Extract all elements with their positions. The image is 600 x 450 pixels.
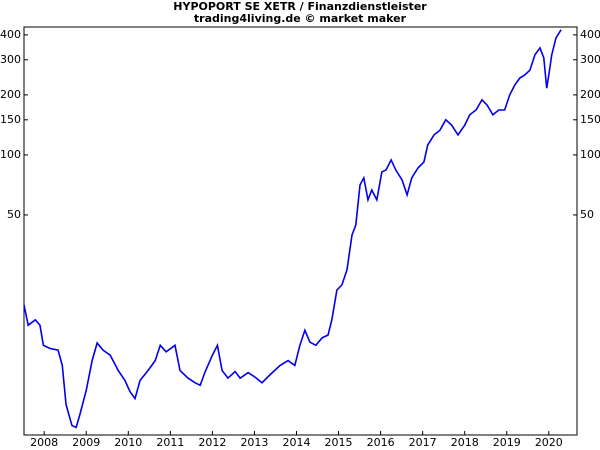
y-tick-label: 200 bbox=[0, 88, 21, 101]
x-tick-label: 2013 bbox=[240, 436, 268, 449]
y2-tick-label: 150 bbox=[580, 113, 600, 126]
plot-frame bbox=[23, 26, 578, 436]
x-tick-label: 2009 bbox=[72, 436, 100, 449]
x-tick-label: 2017 bbox=[409, 436, 437, 449]
price-line bbox=[23, 29, 562, 429]
x-tick-label: 2016 bbox=[367, 436, 395, 449]
x-tick-label: 2014 bbox=[283, 436, 311, 449]
x-tick-label: 2019 bbox=[493, 436, 521, 449]
x-tick-label: 2020 bbox=[535, 436, 563, 449]
y-tick-label: 400 bbox=[0, 28, 21, 41]
y-tick-label: 150 bbox=[0, 113, 21, 126]
x-tick-label: 2011 bbox=[156, 436, 184, 449]
y2-tick-label: 100 bbox=[580, 148, 600, 161]
x-tick-label: 2010 bbox=[114, 436, 142, 449]
x-tick-label: 2012 bbox=[198, 436, 226, 449]
y2-tick-label: 300 bbox=[580, 53, 600, 66]
x-tick-label: 2008 bbox=[30, 436, 58, 449]
y-tick-label: 50 bbox=[7, 208, 21, 221]
chart-subtitle: trading4living.de © market maker bbox=[194, 12, 407, 25]
y2-tick-label: 200 bbox=[580, 88, 600, 101]
y2-tick-label: 50 bbox=[580, 208, 594, 221]
x-tick-label: 2015 bbox=[325, 436, 353, 449]
y-tick-label: 300 bbox=[0, 53, 21, 66]
chart-title: HYPOPORT SE XETR / Finanzdienstleister bbox=[173, 0, 427, 13]
x-tick-label: 2018 bbox=[451, 436, 479, 449]
y-tick-label: 100 bbox=[0, 148, 21, 161]
y2-tick-label: 400 bbox=[580, 28, 600, 41]
